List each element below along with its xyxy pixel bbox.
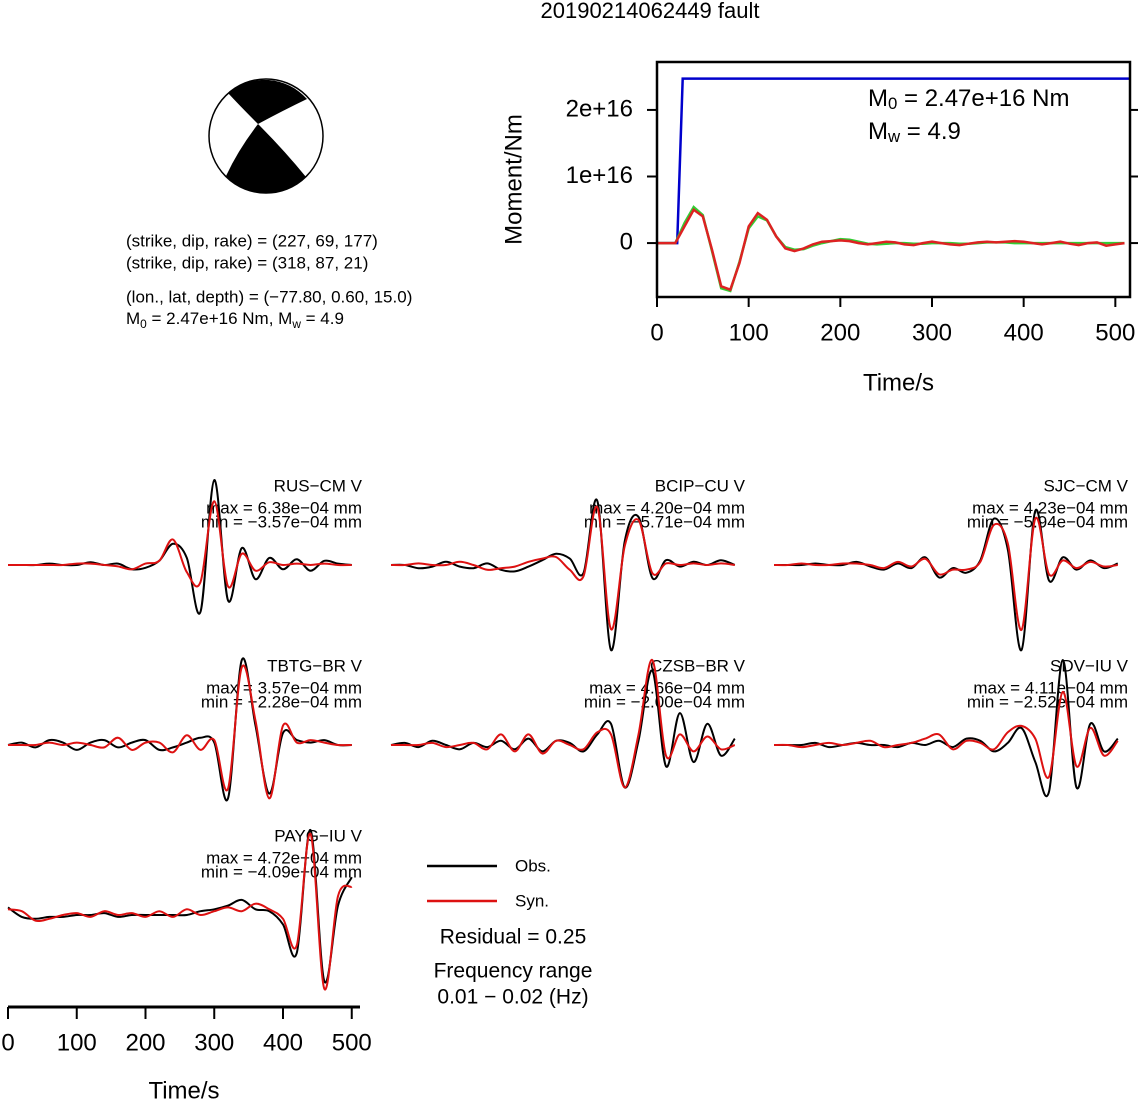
station-label: BCIP−CU V <box>655 476 746 495</box>
x-tick-label: 200 <box>820 319 860 346</box>
beachball <box>208 78 324 194</box>
text-segment: M <box>868 118 888 145</box>
compressional-quadrant <box>226 124 306 193</box>
station-min: min = −2.28e−04 mm <box>201 692 362 711</box>
synthetic-trace <box>8 664 352 800</box>
synthetic-trace <box>7 832 353 991</box>
moment-curve <box>657 207 1125 292</box>
text-segment: M <box>868 85 888 112</box>
station-label: SDV−IU V <box>1050 656 1129 675</box>
synthetic-trace <box>773 516 1118 631</box>
figure-title: 20190214062449 fault <box>541 0 760 23</box>
x-tick-label: 500 <box>1095 319 1135 346</box>
station-max: max = 4.11e−04 mm <box>973 678 1128 697</box>
x-tick-label: 300 <box>912 319 952 346</box>
note: Frequency range <box>434 960 593 983</box>
subscript: 0 <box>888 94 897 113</box>
legend-label: Obs. <box>515 856 551 875</box>
station-min: min = −3.57e−04 mm <box>201 512 362 531</box>
text-segment: = 2.47e+16 Nm, M <box>147 309 293 328</box>
y-tick-label: 0 <box>620 228 633 255</box>
x-axis-label: Time/s <box>148 1077 219 1104</box>
y-tick-label: 2e+16 <box>566 95 633 122</box>
text-segment: = 2.47e+16 Nm <box>897 85 1069 112</box>
station-max: max = 4.72e−04 mm <box>206 848 362 867</box>
station-min: min = −5.71e−04 mm <box>584 512 745 531</box>
station-label: TBTG−BR V <box>267 656 363 675</box>
station-max: max = 3.57e−04 mm <box>206 678 362 697</box>
moment-annotation: M0 = 2.47e+16 Nm <box>868 85 1069 113</box>
station-min: min = −2.52e−04 mm <box>967 692 1128 711</box>
compressional-quadrant <box>228 79 307 124</box>
location: (lon., lat, depth) = (−77.80, 0.60, 15.0… <box>126 287 412 306</box>
nodal-plane-1: (strike, dip, rake) = (227, 69, 177) <box>126 231 378 250</box>
station-label: RUS−CM V <box>274 476 363 495</box>
station-max: max = 4.66e−04 mm <box>589 678 745 697</box>
x-tick-label: 500 <box>332 1029 372 1056</box>
synthetic-trace <box>391 658 736 789</box>
text-segment: = 4.9 <box>301 309 344 328</box>
text-segment: M <box>126 309 140 328</box>
moment-chart: 0 100 200 300 400 500 0 1e+16 2e+16 Time/s Moment/… <box>500 60 1138 396</box>
station-max: max = 6.38e−04 mm <box>206 498 362 517</box>
moment-annotation: Mw = 4.9 <box>868 118 961 146</box>
observed-trace <box>774 658 1119 798</box>
subscript: w <box>291 317 301 331</box>
station-max: max = 4.20e−04 mm <box>589 498 745 517</box>
x-axis-label: Time/s <box>863 369 934 396</box>
station-label: SJC−CM V <box>1043 476 1128 495</box>
x-tick-label: 100 <box>729 319 769 346</box>
synthetic-trace <box>773 690 1119 779</box>
synthetic-trace <box>390 505 735 631</box>
subscript: w <box>887 127 901 146</box>
y-tick-label: 1e+16 <box>566 162 633 189</box>
x-tick-label: 400 <box>263 1029 303 1056</box>
synthetic-trace <box>7 500 352 589</box>
plot-frame <box>655 60 1132 299</box>
station-label: CZSB−BR V <box>650 656 746 675</box>
nodal-plane-2: (strike, dip, rake) = (318, 87, 21) <box>126 253 368 272</box>
subscript: 0 <box>140 317 147 331</box>
y-axis-label: Moment/Nm <box>500 114 527 245</box>
station-min: min = −4.09e−04 mm <box>201 862 362 881</box>
station-label: PAYG−IU V <box>274 826 362 845</box>
x-tick-label: 0 <box>650 319 663 346</box>
magnitude-summary: M0 = 2.47e+16 Nm, Mw = 4.9 <box>126 309 344 331</box>
note: Residual = 0.25 <box>440 926 587 949</box>
station-max: max = 4.23e−04 mm <box>972 498 1128 517</box>
x-tick-label: 300 <box>194 1029 234 1056</box>
legend-label: Syn. <box>515 891 549 910</box>
x-tick-label: 200 <box>125 1029 165 1056</box>
x-tick-label: 0 <box>1 1029 14 1056</box>
station-min: min = −5.94e−04 mm <box>967 512 1128 531</box>
x-tick-label: 400 <box>1004 319 1044 346</box>
text-segment: = 4.9 <box>900 118 961 145</box>
note: 0.01 − 0.02 (Hz) <box>437 986 588 1009</box>
station-min: min = −2.00e−04 mm <box>584 692 745 711</box>
x-tick-label: 100 <box>57 1029 97 1056</box>
moment-curve <box>657 205 1125 293</box>
